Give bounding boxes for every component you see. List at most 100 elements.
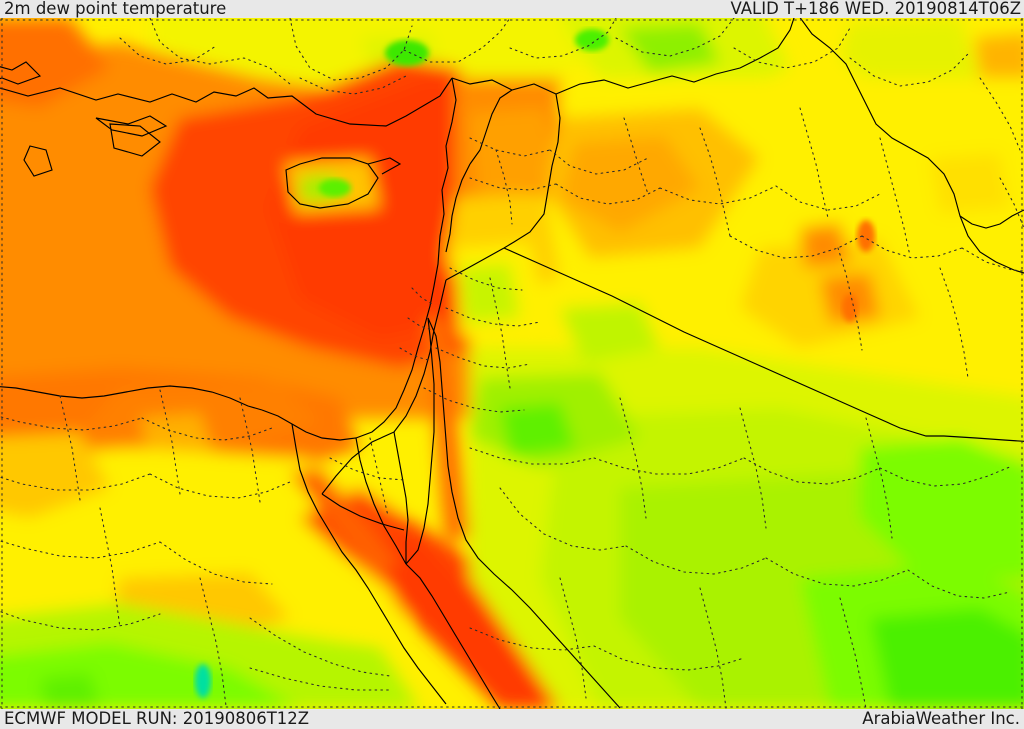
coastline-egypt-north [0, 385, 263, 411]
border-turkey-syria [451, 18, 795, 95]
border-saudi-iraq-neutral [503, 247, 944, 437]
contour-sudan-green-core [40, 673, 100, 709]
admin-syria-4 [549, 149, 649, 175]
cold-spot-cyprus [319, 179, 351, 197]
border-lebanon-syria [469, 89, 513, 165]
cold-spot-southeast-turkey [575, 29, 609, 51]
admin-turkey-5 [615, 18, 735, 57]
contour-iran-border-warm [930, 153, 1010, 213]
border-sinai-south [321, 493, 405, 531]
admin-turkey-9 [119, 37, 217, 65]
admin-iraq-9 [939, 267, 969, 379]
contour-taurus-green [620, 23, 720, 73]
coastline-island-rhodes [95, 115, 168, 137]
admin-turkey-4 [509, 18, 617, 59]
admin-turkey-7 [849, 53, 969, 87]
hot-spot-iraq-north [857, 220, 875, 252]
admin-saudi-1 [469, 447, 595, 465]
contour-libya-border-warm [0, 433, 110, 518]
border-iran-spur [959, 209, 1024, 229]
admin-egypt-sudan-border [249, 667, 391, 691]
coastline-sinai-west [355, 437, 407, 565]
dew-point-map[interactable] [0, 18, 1024, 709]
border-jordan-syria-east [445, 247, 505, 281]
admin-saudi-14 [839, 597, 867, 709]
contour-east-arabia-green [860, 438, 1024, 578]
border-saudi-kuwait [943, 435, 1024, 442]
page-title: 2m dew point temperature [4, 0, 227, 18]
admin-egypt-8 [0, 540, 161, 559]
coastline-turkey-south [0, 77, 453, 127]
admin-syria-1 [469, 137, 551, 157]
admin-syria-2 [469, 177, 557, 191]
contour-se-arabia-green-core [870, 608, 1024, 709]
admin-egypt-6 [0, 473, 151, 491]
coastline-levant [261, 77, 457, 441]
provider-credit: ArabiaWeather Inc. [862, 709, 1020, 728]
admin-syria-5 [555, 183, 661, 205]
admin-jordan-4 [423, 387, 525, 413]
admin-saudi-4 [879, 465, 1013, 487]
admin-egypt-12 [0, 610, 161, 631]
admin-turkey-3 [403, 18, 511, 63]
admin-egypt-7 [149, 473, 291, 499]
admin-boundaries-dotted [0, 18, 1024, 709]
admin-egypt-3 [59, 395, 81, 501]
contour-gulf-aqaba [425, 316, 470, 540]
field-contours [0, 18, 1024, 709]
contour-jordan-se-green [560, 303, 660, 363]
border-jordan-israel [393, 279, 447, 433]
coastline-arabia-redsea-west [427, 317, 621, 709]
border-lebanon-israel [445, 163, 471, 253]
footer-bar: ECMWF MODEL RUN: 20190806T12Z ArabiaWeat… [0, 709, 1024, 729]
admin-sinai-1 [329, 457, 405, 481]
coastline-island-crete-east [23, 145, 53, 177]
coastline-redsea-egypt [405, 563, 501, 709]
admin-saudi-10 [765, 557, 909, 587]
admin-saudi-15 [469, 627, 595, 651]
admin-iran-1 [979, 77, 1021, 151]
admin-iran-2 [999, 177, 1024, 229]
contour-syria-orange2 [560, 136, 700, 233]
admin-egypt-2 [141, 417, 273, 441]
admin-iraq-6 [861, 235, 963, 259]
admin-iraq-3 [775, 185, 881, 211]
admin-turkey-1 [149, 18, 291, 85]
hot-spot-iraq-south [842, 294, 858, 322]
admin-saudi-11 [907, 569, 1011, 599]
cold-spot-lake-nasser [195, 664, 211, 698]
coastline-island-karpathos [109, 123, 161, 157]
border-egypt-israel [321, 431, 395, 495]
admin-turkey-6 [733, 27, 851, 69]
cold-spot-taurus [385, 40, 429, 66]
admin-syria-3 [495, 149, 513, 225]
admin-saudi-16 [593, 645, 745, 671]
coastline-gulf-of-suez-west [291, 423, 447, 705]
admin-iraq-4 [799, 107, 829, 219]
admin-saudi-3 [743, 457, 881, 485]
admin-egypt-5 [239, 397, 261, 503]
admin-jordan-3 [435, 347, 531, 369]
border-jordan-saudi-aqaba [393, 431, 409, 564]
border-iraq-turkey-iran-north [799, 18, 1024, 274]
contour-aegean-orange [0, 18, 110, 108]
border-syria-iraq [503, 93, 561, 249]
admin-saudi-8 [499, 487, 627, 551]
admin-iraq-10 [961, 247, 1024, 272]
valid-time-label: VALID T+186 WED. 20190814T06Z [730, 0, 1021, 18]
contour-jordanvalley-green [460, 263, 520, 323]
admin-iraq-2 [699, 127, 731, 237]
admin-turkey-2 [289, 18, 413, 81]
admin-jordan-2 [445, 307, 541, 327]
model-run-label: ECMWF MODEL RUN: 20190806T12Z [4, 709, 310, 728]
map-canvas[interactable] [0, 18, 1024, 709]
admin-iraq-8 [837, 247, 863, 351]
admin-jordan-5 [489, 277, 511, 389]
coastline-cyprus [285, 157, 379, 209]
coastline-cyprus-cape [367, 157, 402, 175]
header-bar: 2m dew point temperature VALID T+186 WED… [0, 0, 1024, 18]
admin-iraq-5 [729, 235, 863, 259]
contour-gulf-suez [290, 468, 400, 578]
contour-redsea-red2 [360, 538, 580, 709]
